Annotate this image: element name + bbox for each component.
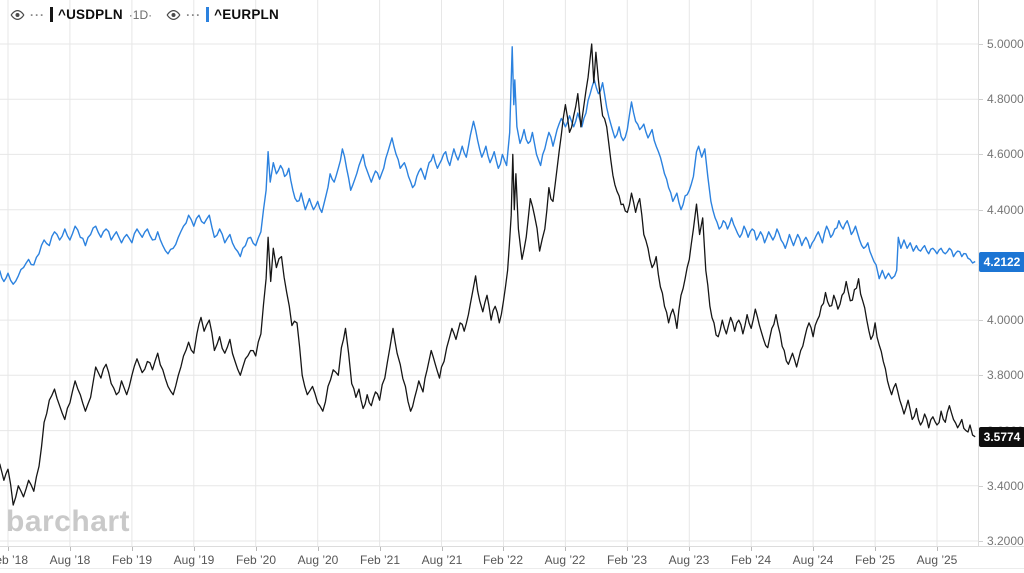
time-axis-tick: [503, 547, 504, 551]
time-axis-tick: [256, 547, 257, 551]
time-axis-tick: [689, 547, 690, 551]
time-axis-label: Feb ’25: [854, 553, 896, 567]
time-axis-label: Feb ’24: [730, 553, 772, 567]
legend-item-usdpln: ··· ^USDPLN ·1D·: [10, 7, 152, 22]
time-axis-label: Feb ’18: [0, 553, 29, 567]
time-axis-tick: [813, 547, 814, 551]
price-axis-tick: [979, 375, 983, 376]
gridlines: [0, 0, 978, 546]
time-axis-label: Aug ’18: [49, 553, 91, 567]
time-axis-label: Feb ’22: [482, 553, 524, 567]
usdpln-price-line: [0, 43, 976, 506]
time-axis-tick: [442, 547, 443, 551]
chart-legend: ··· ^USDPLN ·1D· ··· ^EURPLN: [10, 7, 293, 22]
time-axis-label: Aug ’23: [668, 553, 710, 567]
time-axis-tick: [194, 547, 195, 551]
price-axis-label: 3.8000: [987, 368, 1024, 382]
time-axis-tick: [565, 547, 566, 551]
series-color-swatch: [206, 7, 210, 22]
visibility-eye-icon[interactable]: [10, 9, 25, 21]
price-axis-label: 3.4000: [987, 479, 1024, 493]
price-axis-label: 4.6000: [987, 147, 1024, 161]
time-axis-tick: [751, 547, 752, 551]
time-axis-tick: [70, 547, 71, 551]
time-axis-label: Feb ’21: [359, 553, 401, 567]
price-axis-label: 3.2000: [987, 534, 1024, 548]
interval-label[interactable]: ·1D·: [128, 7, 153, 22]
more-options-icon[interactable]: ···: [30, 7, 45, 22]
price-axis-label: 4.4000: [987, 203, 1024, 217]
axis-underline: [0, 568, 1024, 569]
time-axis-tick: [132, 547, 133, 551]
plot-area[interactable]: [0, 0, 978, 546]
visibility-eye-icon[interactable]: [166, 9, 181, 21]
price-axis-tick: [979, 320, 983, 321]
price-axis-label: 4.0000: [987, 313, 1024, 327]
time-axis-label: Feb ’23: [606, 553, 648, 567]
price-axis[interactable]: 5.00004.80004.60004.40004.20004.00003.80…: [978, 0, 1024, 548]
time-axis-tick: [627, 547, 628, 551]
time-axis[interactable]: Feb ’18 Aug ’18 Feb ’19 Aug ’19 Feb ’20 Aug ’…: [0, 546, 1024, 573]
price-axis-tick: [979, 99, 983, 100]
price-axis-label: 5.0000: [987, 37, 1024, 51]
time-axis-tick: [8, 547, 9, 551]
price-axis-tick: [979, 154, 983, 155]
legend-item-eurpln: ··· ^EURPLN: [166, 7, 279, 22]
barchart-logo: barchart: [6, 505, 131, 538]
price-axis-tick: [979, 486, 983, 487]
symbol-label-eurpln[interactable]: ^EURPLN: [214, 7, 279, 22]
price-axis-tick: [979, 44, 983, 45]
symbol-label-usdpln[interactable]: ^USDPLN: [58, 7, 123, 22]
time-axis-tick: [380, 547, 381, 551]
time-axis-label: Aug ’25: [916, 553, 958, 567]
series-color-swatch: [50, 7, 53, 22]
time-axis-label: Aug ’22: [544, 553, 586, 567]
time-axis-tick: [318, 547, 319, 551]
time-axis-tick: [937, 547, 938, 551]
price-chart-canvas[interactable]: [0, 0, 978, 546]
time-axis-label: Aug ’19: [173, 553, 215, 567]
time-axis-label: Aug ’21: [421, 553, 463, 567]
more-options-icon[interactable]: ···: [186, 7, 202, 22]
eurpln-price-line: [0, 46, 976, 285]
usdpln-last-price-badge: 3.5774: [979, 427, 1024, 447]
price-axis-tick: [979, 210, 983, 211]
time-axis-label: Aug ’24: [792, 553, 834, 567]
price-axis-label: 4.8000: [987, 92, 1024, 106]
price-axis-tick: [979, 541, 983, 542]
time-axis-tick: [875, 547, 876, 551]
time-axis-label: Feb ’20: [235, 553, 277, 567]
time-axis-label: Aug ’20: [297, 553, 339, 567]
time-axis-label: Feb ’19: [111, 553, 153, 567]
eurpln-last-price-badge: 4.2122: [979, 252, 1024, 272]
